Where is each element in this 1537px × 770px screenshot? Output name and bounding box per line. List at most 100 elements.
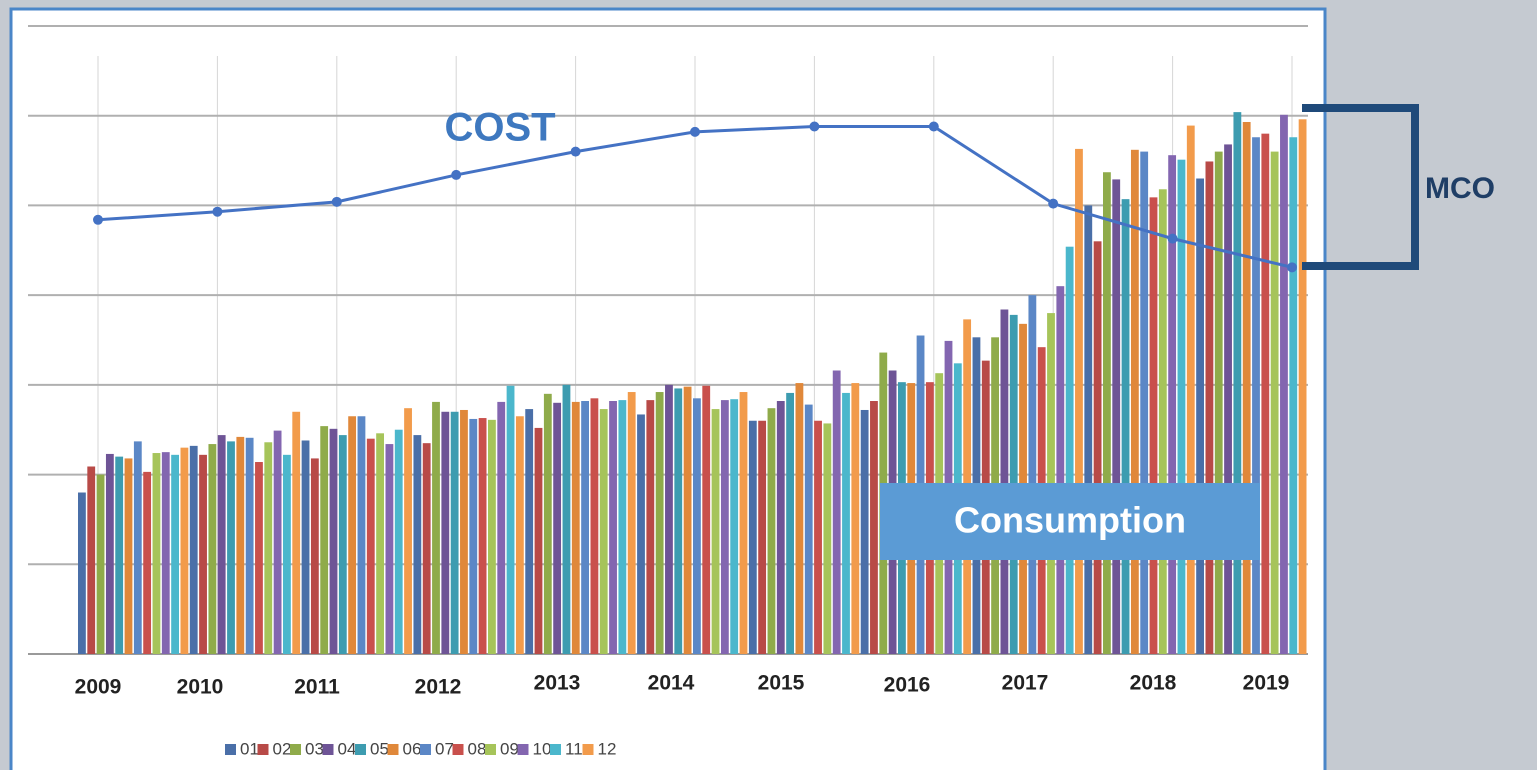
bar [814, 420, 822, 654]
legend-swatch [387, 744, 399, 755]
bar [422, 443, 431, 654]
bar [1186, 125, 1195, 654]
bar [1140, 151, 1149, 654]
bar [96, 474, 105, 654]
bar [720, 400, 729, 654]
bar [497, 401, 506, 654]
bar [78, 492, 86, 654]
cost-label: COST [444, 106, 555, 150]
bar [581, 401, 589, 654]
x-tick-label: 2012 [415, 676, 462, 699]
legend-label: 08 [468, 739, 487, 758]
cost-point [451, 169, 462, 180]
x-tick-label: 2010 [177, 676, 224, 699]
legend-swatch [420, 744, 431, 755]
bar [1149, 197, 1158, 654]
bar [730, 399, 739, 654]
bar [124, 458, 133, 654]
x-tick-label: 2019 [1243, 672, 1290, 695]
bar [1214, 151, 1223, 654]
bar [776, 401, 785, 654]
legend-label: 07 [435, 739, 454, 758]
legend-label: 02 [273, 739, 292, 758]
bar [348, 416, 357, 654]
bar [1000, 309, 1009, 654]
bar [627, 392, 636, 654]
mco-bracket [1302, 104, 1419, 270]
bar [366, 438, 375, 654]
cost-point [1287, 262, 1297, 273]
cost-point [928, 121, 939, 132]
bar [376, 433, 384, 654]
bar [450, 411, 459, 654]
bar [283, 454, 291, 654]
bar [590, 398, 599, 654]
bar [1298, 119, 1307, 654]
legend-label: 10 [533, 739, 552, 758]
legend-swatch [452, 744, 464, 755]
bar [1177, 159, 1186, 654]
bar [646, 400, 655, 654]
cost-point [809, 121, 820, 132]
bar [292, 411, 301, 654]
bar [748, 420, 757, 654]
bar [255, 462, 263, 654]
bar [273, 430, 282, 654]
bar [1261, 133, 1270, 654]
bar [1130, 149, 1139, 654]
legend-label: 01 [240, 739, 259, 758]
legend-label: 04 [338, 739, 357, 758]
bar [320, 426, 329, 654]
bar [562, 384, 571, 654]
legend-label: 11 [565, 739, 583, 758]
x-tick-label: 2018 [1130, 672, 1177, 695]
legend-swatch [322, 744, 334, 755]
bar [394, 429, 403, 654]
bar [413, 435, 422, 654]
bar [823, 423, 832, 654]
bar [1168, 155, 1177, 654]
bar [1196, 178, 1204, 654]
bar [1252, 137, 1260, 654]
bar [655, 392, 664, 654]
bar [534, 427, 543, 654]
legend-label: 12 [598, 739, 617, 758]
legend-label: 09 [500, 739, 519, 758]
bar [739, 392, 748, 654]
bar [571, 401, 580, 654]
bar [1233, 112, 1242, 654]
cost-point [1048, 198, 1059, 209]
legend-label: 03 [305, 739, 324, 758]
bar [795, 383, 804, 654]
legend-label: 05 [370, 739, 389, 758]
bar [702, 385, 711, 654]
bar [199, 454, 207, 654]
consumption-box [880, 483, 1260, 560]
x-tick-label: 2009 [75, 676, 122, 699]
bar [171, 454, 179, 654]
legend-label: 06 [403, 739, 422, 758]
bar [804, 404, 813, 654]
bar [236, 436, 245, 654]
bar [525, 409, 534, 654]
legend-swatch [550, 744, 561, 755]
bar [1280, 114, 1288, 655]
bar [488, 419, 496, 654]
legend-swatch [257, 744, 269, 755]
bar [460, 409, 468, 654]
bar [152, 453, 161, 654]
bar [115, 456, 124, 654]
bar [133, 441, 142, 654]
bar [338, 435, 347, 654]
bar [1065, 246, 1074, 654]
mco-label: MCO [1425, 172, 1495, 205]
bar [432, 401, 440, 654]
cost-point [212, 206, 223, 217]
legend-swatch [517, 744, 529, 755]
bar [851, 383, 860, 654]
bar [1084, 205, 1093, 654]
bar [832, 370, 841, 654]
bar [1075, 148, 1083, 654]
legend-swatch [290, 744, 301, 755]
